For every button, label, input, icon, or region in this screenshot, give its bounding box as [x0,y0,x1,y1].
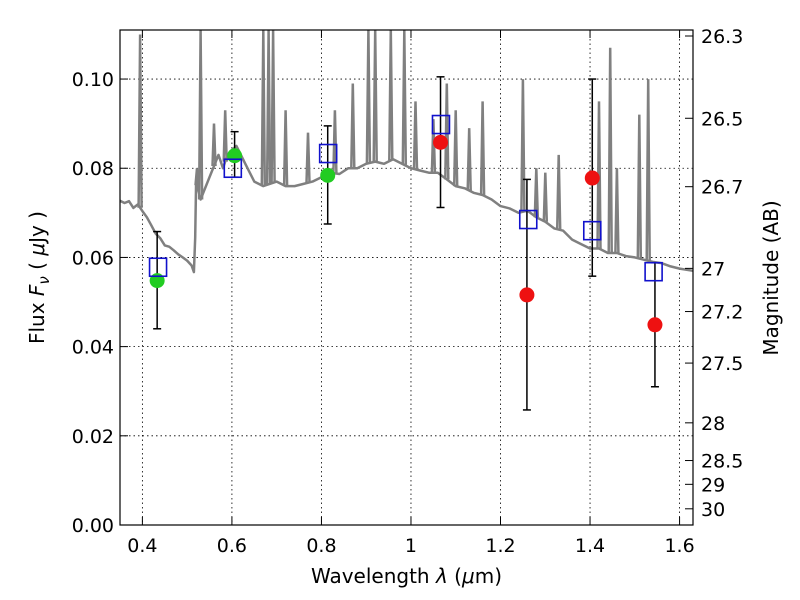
spectrum-emission-spike [542,172,549,222]
spectrum-emission-spike [372,29,378,162]
model-box [318,143,338,164]
spectrum-emission-spike [430,119,437,173]
right-tick-label: 27 [701,258,725,280]
axis-ticks: 0.4 0.6 0.8 1 1.2 1.4 1.6 0.00 0.02 0.04 0.06 0.08 0… [72,26,744,557]
spectrum-emission-spike [401,29,408,165]
right-tick-label: 30 [701,499,725,521]
right-tick-label: 29 [701,474,725,496]
y-axis-label-left: Flux Fν ( μJy ) [25,211,53,344]
spectrum-emission-spike [270,29,276,183]
y-tick-label: 0.00 [72,515,114,537]
right-tick-label: 26.7 [701,177,743,199]
spectrum-emission-spike [444,83,450,180]
y-tick-label: 0.04 [72,337,114,359]
spectrum-line [119,144,694,274]
spectrum-emission-spike [194,168,200,186]
model-box [223,158,243,179]
y-tick-label: 0.10 [72,69,114,91]
data-point [149,273,165,289]
model-boxes [148,114,663,282]
data-point [519,287,535,303]
spectrum-emission-spike [350,83,356,169]
spectrum-emission-spike [137,34,143,208]
spectrum-emission-spike [614,168,620,254]
spectrum-emission-spike [332,110,338,174]
model-box [644,261,663,282]
spectrum-emission-spike [388,29,394,161]
model-spectrum [119,29,694,274]
spectrum-emission-spike [466,128,472,191]
x-tick-label: 0.6 [217,535,247,557]
spectrum-emission-spike [282,110,289,187]
spectrum-emission-spike [222,110,228,162]
right-tick-label: 27.5 [701,353,743,375]
right-tick-label: 28.5 [701,451,743,473]
x-tick-label: 1.2 [485,535,515,557]
model-box [582,220,602,241]
spectrum-emission-spike [452,110,459,187]
spectrum-emission-spike [645,79,651,261]
spectrum-emission-spike [479,101,486,196]
y-tick-label: 0.08 [72,158,114,180]
data-point [647,317,663,333]
plot-frame [119,29,694,526]
spectrum-emission-spike [260,29,267,187]
spectrum-emission-spike [607,47,613,254]
x-tick-label: 0.4 [127,535,157,557]
spectrum-emission-spike [555,154,562,230]
spectrum-emission-spike [636,114,643,259]
y-tick-label: 0.02 [72,426,114,448]
data-point [584,170,600,186]
right-tick-label: 26.5 [701,108,743,130]
model-box [518,209,538,230]
right-tick-label: 26.3 [701,26,743,48]
spectrum-emission-spike [520,79,526,212]
data-point [433,134,449,150]
spectrum-emission-spike [265,29,272,185]
spectrum-emission-spike [211,123,217,167]
spectrum-emission-spike [197,29,204,200]
model-box [148,257,168,278]
right-tick-label: 28 [701,413,725,435]
spectrum-emission-spike [533,168,540,218]
x-tick-label: 0.8 [306,535,336,557]
x-axis-label: Wavelength λ (μm) [311,564,502,588]
x-tick-label: 1 [405,535,417,557]
y-tick-label: 0.06 [72,247,114,269]
data-point [320,167,336,183]
spectrum-emission-spike [365,29,372,164]
y-axis-label-right: Magnitude (AB) [759,200,783,355]
spectrum-emission-spike [596,101,602,249]
spectrum-emission-spike [305,132,311,183]
right-tick-label: 27.2 [701,302,743,324]
model-box [431,114,451,135]
spectrum-emission-spike [412,101,419,170]
x-tick-label: 1.6 [664,535,694,557]
data-point [227,148,243,164]
grid-lines [120,30,693,526]
x-tick-label: 1.4 [575,535,605,557]
